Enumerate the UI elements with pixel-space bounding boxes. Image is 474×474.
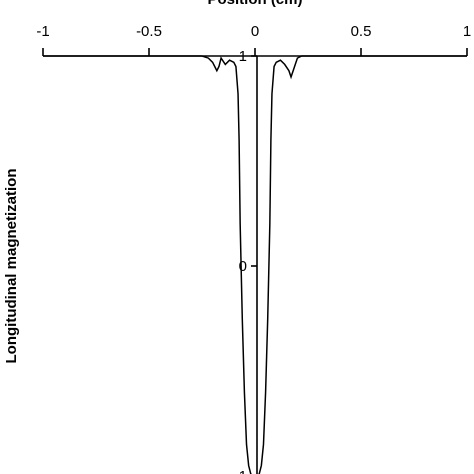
x-tick-label: -1 <box>36 23 49 40</box>
x-tick-label: 0 <box>251 23 259 40</box>
y-tick-label: -1 <box>234 468 247 474</box>
y-tick-label: 1 <box>239 48 247 65</box>
magnetization-curve <box>43 55 467 474</box>
x-axis-title: Position (cm) <box>207 0 302 8</box>
y-axis-title: Longitudinal magnetization <box>3 169 20 364</box>
x-tick-label: -0.5 <box>136 23 162 40</box>
x-axis: -1 -0.5 0 0.5 1 <box>36 23 471 57</box>
x-tick-label: 0.5 <box>351 23 372 40</box>
x-tick-label: 1 <box>463 23 471 40</box>
series-layer <box>43 55 467 474</box>
y-tick-label: 0 <box>239 258 247 275</box>
y-axis: 1 0 -1 <box>234 48 258 474</box>
